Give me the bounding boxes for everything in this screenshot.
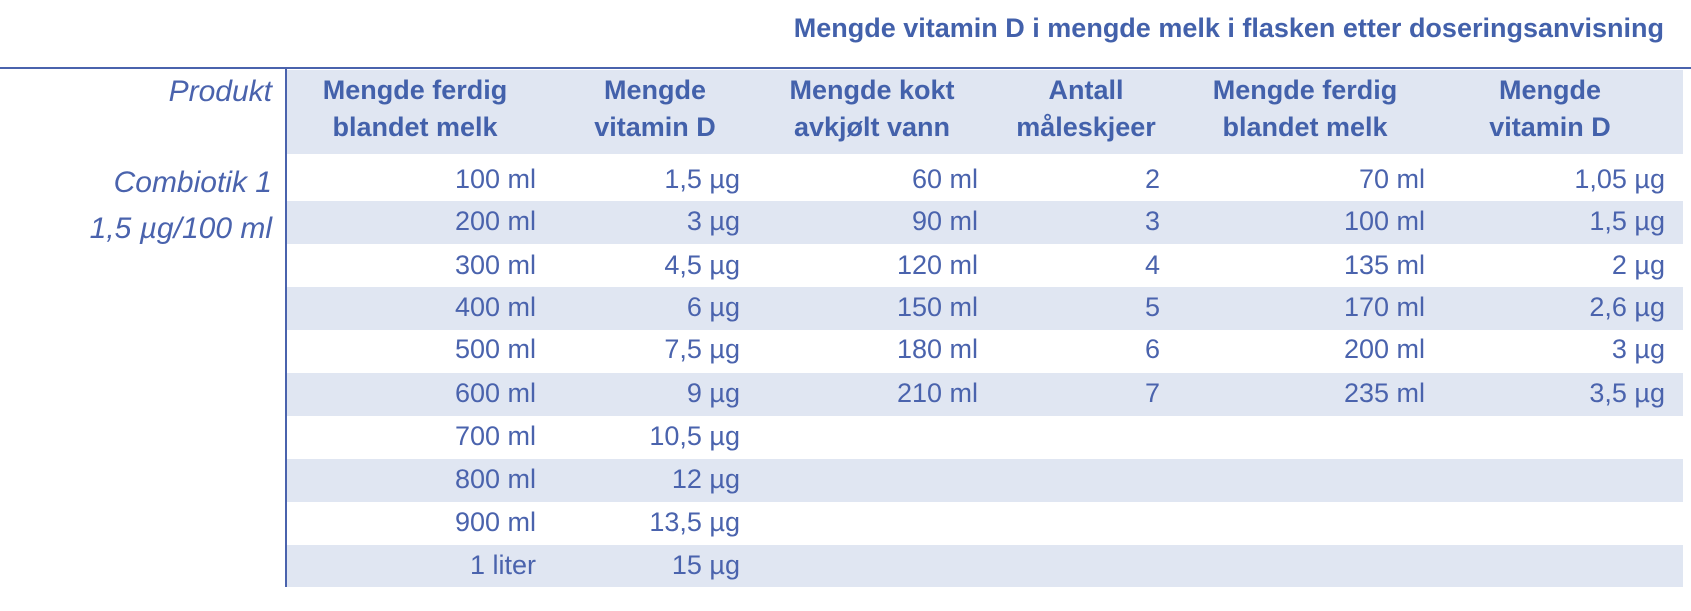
- left-rule: [285, 69, 287, 587]
- scoops-cell: 4: [1144, 250, 1160, 280]
- mixed-milk-cell: 200 ml: [454, 206, 536, 236]
- mixed-milk-2-cell: 135 ml: [1343, 250, 1425, 280]
- mixed-milk-cell: 500 ml: [454, 334, 536, 364]
- vitamin-d-2-cell: 1,05 µg: [1574, 164, 1665, 194]
- scoops-cell: 2: [1144, 164, 1160, 194]
- mixed-milk-2-cell: 200 ml: [1343, 334, 1425, 364]
- top-rule: [0, 67, 1691, 69]
- row-band: [287, 287, 1683, 330]
- boiled-water-cell: 90 ml: [911, 206, 978, 236]
- mixed-milk-cell: 1 liter: [469, 550, 536, 580]
- column-header-scoops: Antall måleskjeer: [1016, 75, 1156, 142]
- vitamin-d-2-cell: 1,5 µg: [1589, 206, 1665, 236]
- mixed-milk-cell: 300 ml: [454, 250, 536, 280]
- mixed-milk-cell: 100 ml: [454, 164, 536, 194]
- vitamin-d-2-cell: 2 µg: [1611, 250, 1665, 280]
- product-name-line1: Combiotik 1: [113, 166, 272, 199]
- column-header-mixed-milk: Mengde ferdig blandet melk: [322, 75, 508, 142]
- boiled-water-cell: 210 ml: [896, 378, 978, 408]
- mixed-milk-cell: 400 ml: [454, 292, 536, 322]
- column-header-mixed-milk-2: Mengde ferdig blandet melk: [1212, 75, 1398, 142]
- vitamin-d-cell: 3 µg: [686, 206, 740, 236]
- mixed-milk-2-cell: 170 ml: [1343, 292, 1425, 322]
- column-header-vitamin-d-2: Mengde vitamin D: [1489, 75, 1611, 142]
- row-band: [287, 459, 1683, 502]
- product-name-line2: 1,5 µg/100 ml: [89, 212, 272, 245]
- vitamin-d-cell: 12 µg: [671, 464, 740, 494]
- vitamin-d-cell: 9 µg: [686, 378, 740, 408]
- vitamin-d-cell: 1,5 µg: [664, 164, 740, 194]
- row-band: [287, 545, 1683, 587]
- mixed-milk-cell: 800 ml: [454, 464, 536, 494]
- boiled-water-cell: 180 ml: [896, 334, 978, 364]
- mixed-milk-2-cell: 235 ml: [1343, 378, 1425, 408]
- header-band: [287, 70, 1683, 154]
- vitamin-d-cell: 6 µg: [686, 292, 740, 322]
- scoops-cell: 5: [1144, 292, 1160, 322]
- mixed-milk-2-cell: 70 ml: [1358, 164, 1425, 194]
- vitamin-d-cell: 7,5 µg: [664, 334, 740, 364]
- row-band: [287, 373, 1683, 416]
- vitamin-d-2-cell: 3 µg: [1611, 334, 1665, 364]
- vitamin-d-cell: 4,5 µg: [664, 250, 740, 280]
- row-band: [287, 201, 1683, 244]
- scoops-cell: 3: [1144, 206, 1160, 236]
- table-title: Mengde vitamin D i mengde melk i flasken…: [793, 13, 1664, 43]
- product-name: Combiotik 1 1,5 µg/100 ml: [0, 160, 272, 252]
- scoops-cell: 6: [1144, 334, 1160, 364]
- mixed-milk-2-cell: 100 ml: [1343, 206, 1425, 236]
- boiled-water-cell: 150 ml: [896, 292, 978, 322]
- vitamin-d-cell: 10,5 µg: [649, 421, 740, 451]
- mixed-milk-cell: 600 ml: [454, 378, 536, 408]
- scoops-cell: 7: [1144, 378, 1160, 408]
- boiled-water-cell: 120 ml: [896, 250, 978, 280]
- mixed-milk-cell: 900 ml: [454, 507, 536, 537]
- boiled-water-cell: 60 ml: [911, 164, 978, 194]
- mixed-milk-cell: 700 ml: [454, 421, 536, 451]
- vitamin-d-2-cell: 2,6 µg: [1589, 292, 1665, 322]
- vitamin-d-2-cell: 3,5 µg: [1589, 378, 1665, 408]
- product-column-header: Produkt: [168, 75, 272, 108]
- column-header-vitamin-d: Mengde vitamin D: [594, 75, 716, 142]
- vitamin-d-cell: 15 µg: [671, 550, 740, 580]
- vitamin-d-cell: 13,5 µg: [649, 507, 740, 537]
- column-header-boiled-water: Mengde kokt avkjølt vann: [789, 75, 955, 142]
